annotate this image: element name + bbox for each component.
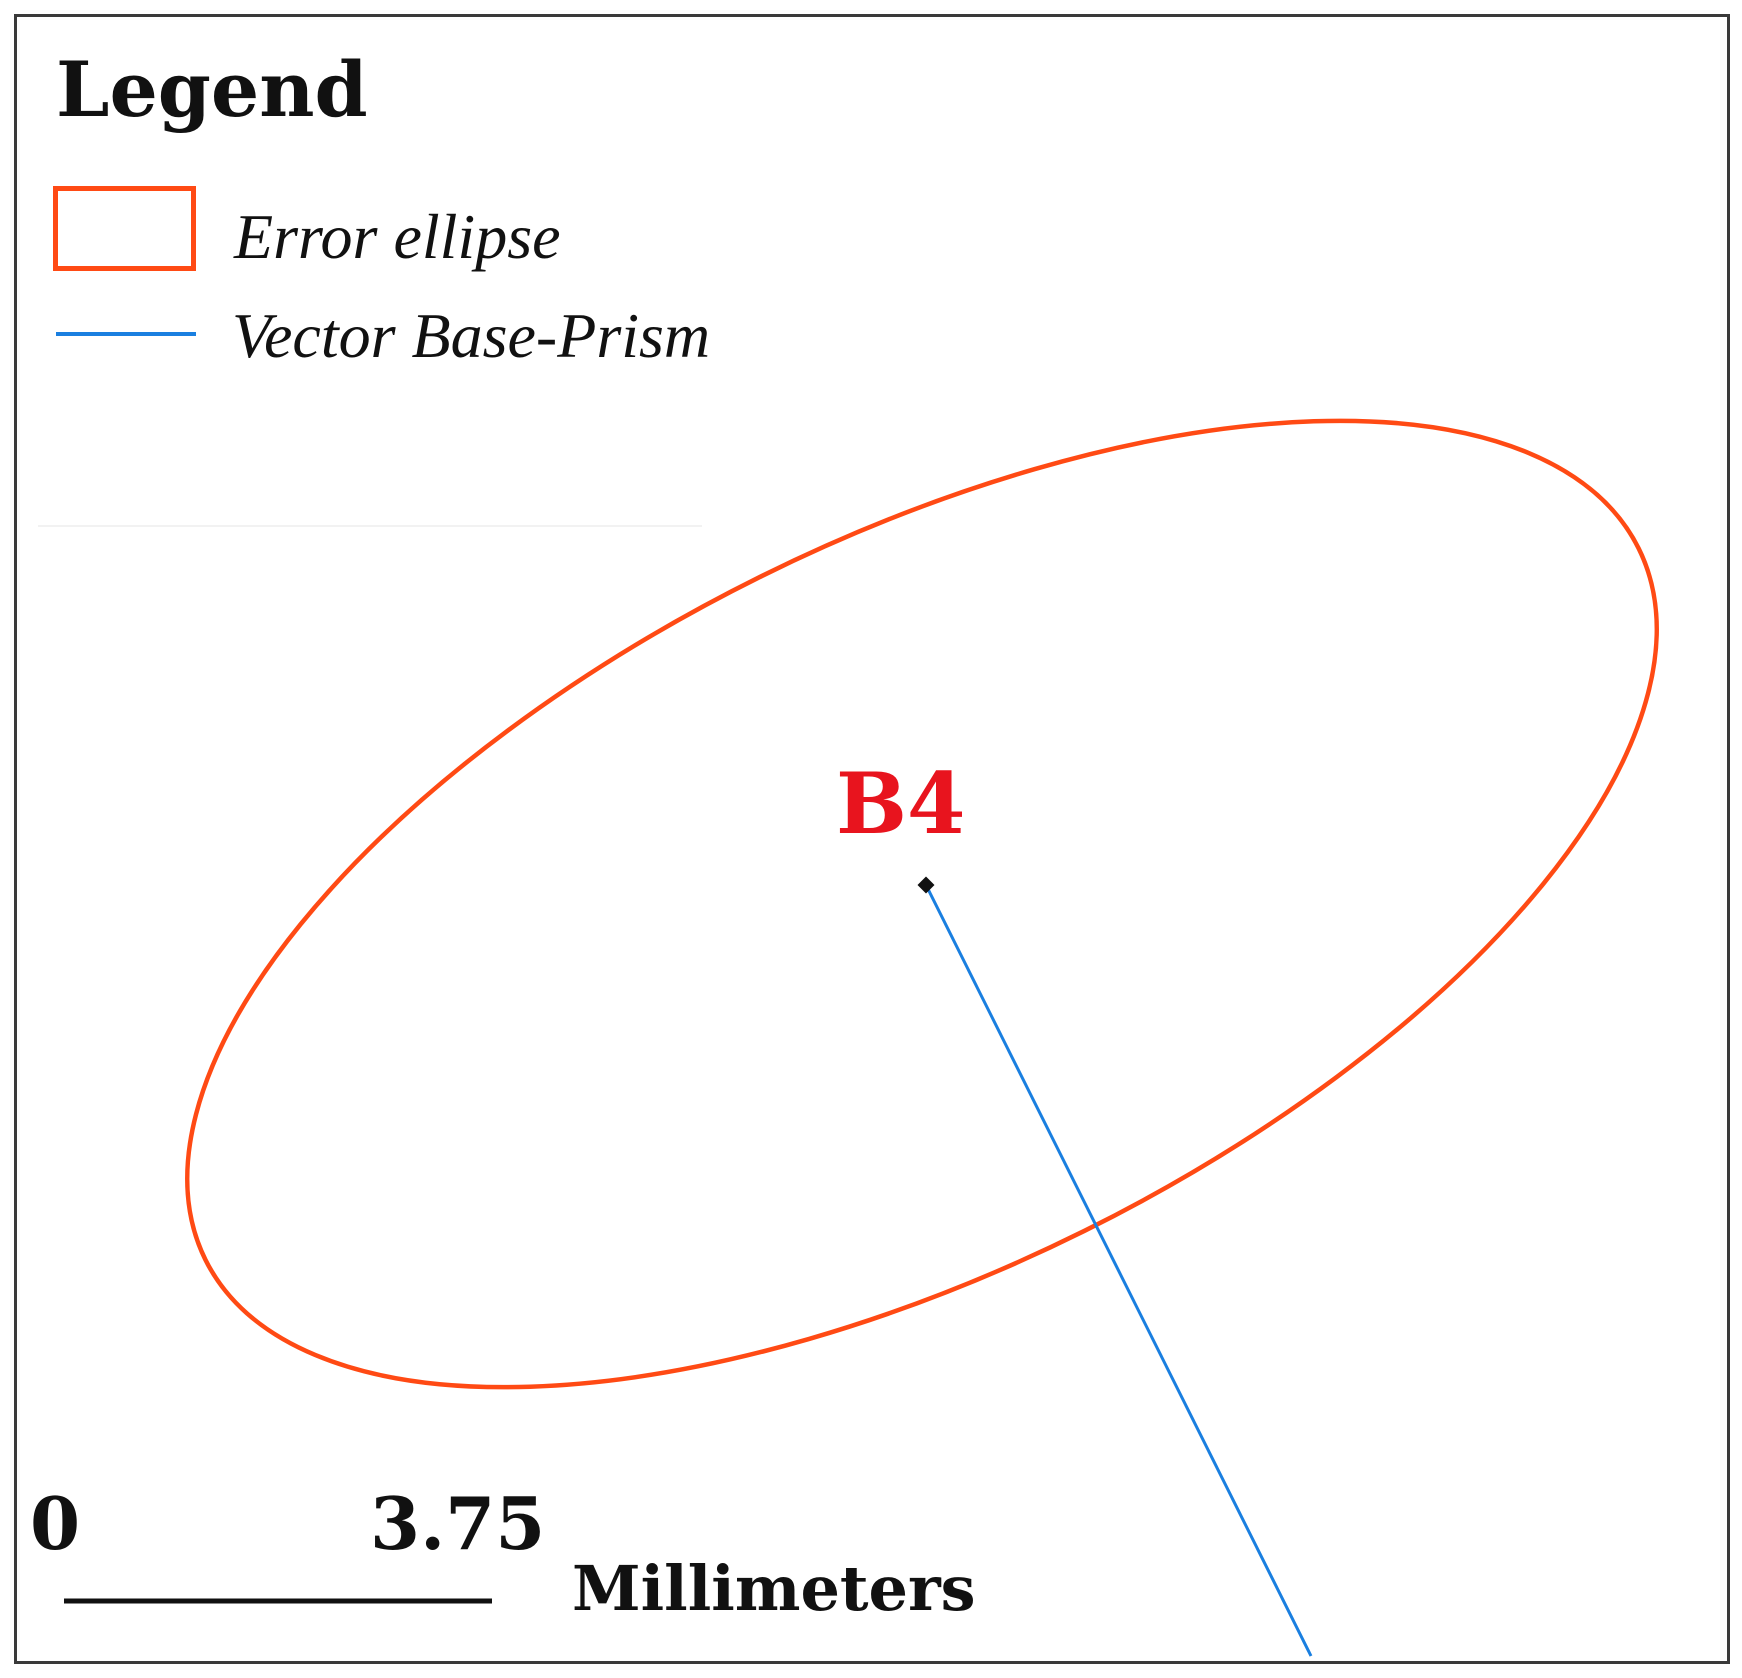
scale-bar-unit-label: Millimeters [572,1552,976,1625]
legend-title: Legend [56,45,368,134]
vector-base-prism [924,884,1313,1657]
legend-swatch-vector [56,332,196,336]
error-ellipse [185,418,1659,1390]
legend-swatch-error-ellipse [53,186,196,271]
map-frame [14,14,1730,1664]
scale-bar-start-label: 0 [30,1481,81,1566]
point-marker-b4 [917,876,935,894]
scale-bar-end-label: 3.75 [370,1481,546,1566]
legend-label-vector: Vector Base-Prism [232,300,711,371]
legend-label-error-ellipse: Error ellipse [234,201,561,272]
point-label-b4: B4 [836,754,966,853]
